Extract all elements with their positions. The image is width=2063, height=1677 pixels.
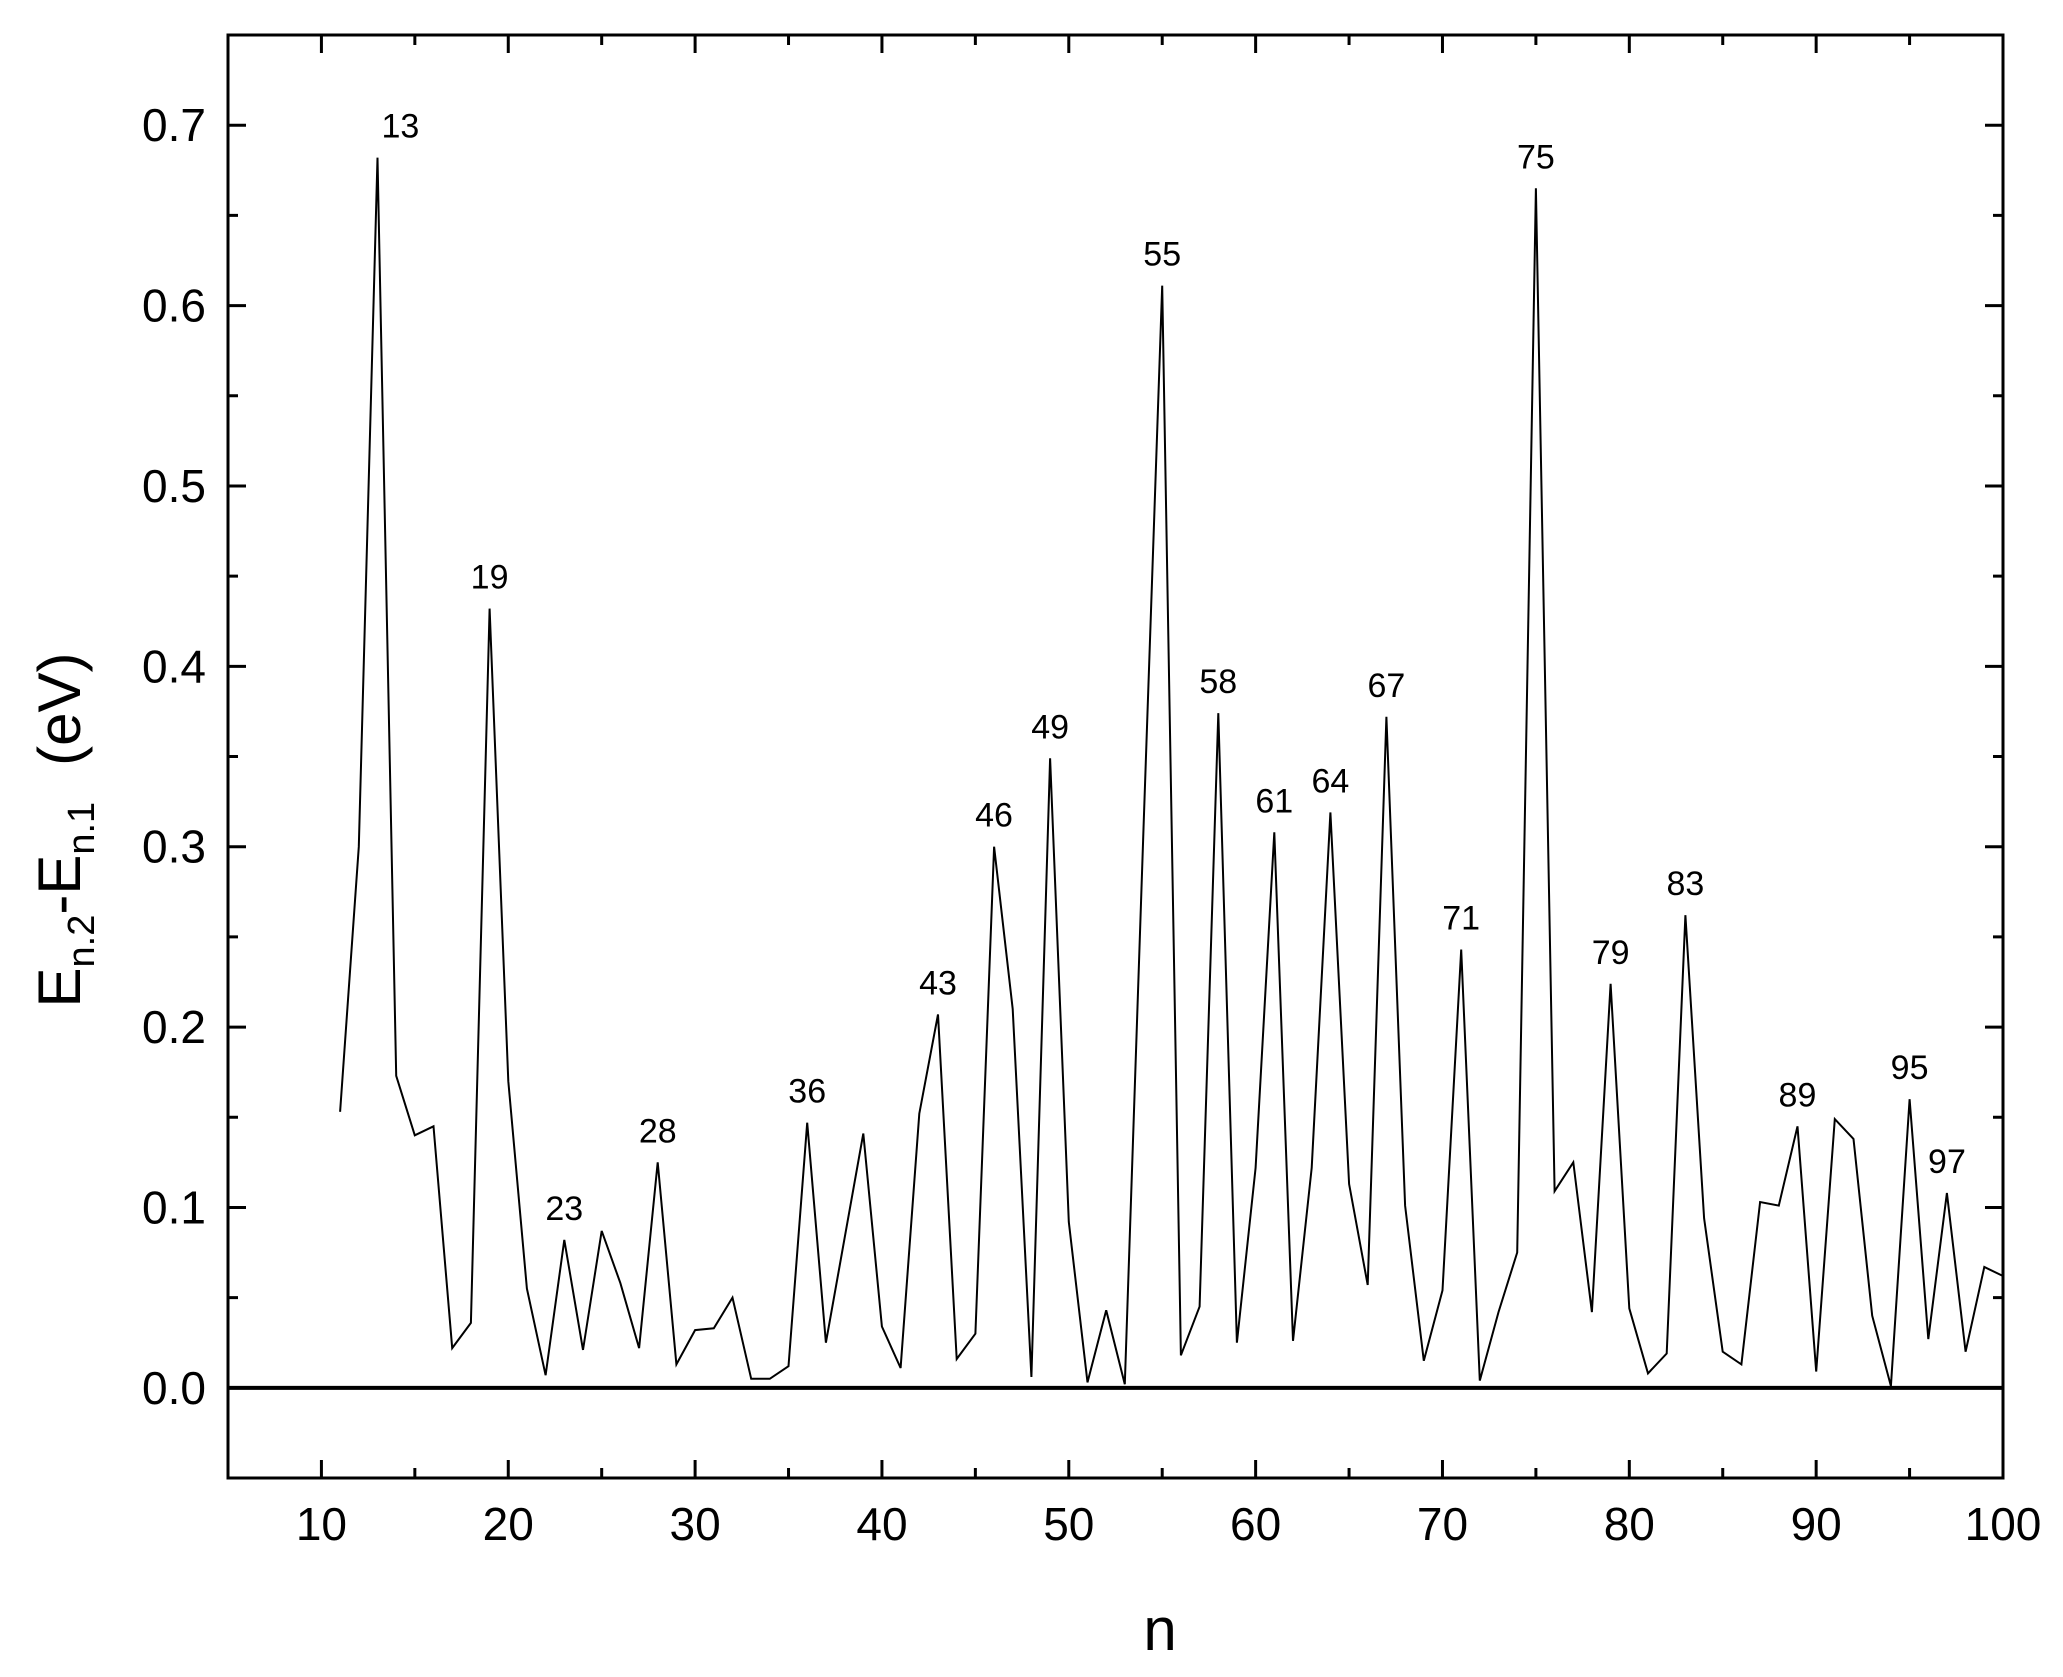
peak-label: 95: [1891, 1049, 1929, 1087]
x-tick-label: 50: [1043, 1498, 1094, 1550]
y-axis-title-sub2: n.1: [61, 802, 103, 855]
y-tick-label: 0.2: [142, 1001, 206, 1053]
y-tick-label: 0.4: [142, 640, 206, 692]
peak-label: 61: [1255, 782, 1293, 820]
y-axis-title-sub1: n.2: [61, 915, 103, 968]
peak-labels-group: 13 19 23 28 36 43 46 49 55 58 61 64 67 71 75 79 83 89 95 97: [381, 108, 1965, 1228]
peak-label: 71: [1442, 900, 1480, 938]
peak-label: 79: [1592, 934, 1630, 972]
y-axis-title-unit: (eV): [26, 652, 93, 765]
peak-label: 75: [1517, 138, 1555, 176]
peak-label: 46: [975, 797, 1013, 835]
plot-frame: [226, 33, 2005, 1480]
peak-label: 23: [545, 1190, 583, 1228]
x-tick-label: 30: [670, 1498, 721, 1550]
y-axis-title-dash: -E: [26, 855, 93, 915]
y-tick-label: 0.3: [142, 821, 206, 873]
x-tick-label: 100: [1965, 1498, 2042, 1550]
peak-label: 13: [381, 108, 419, 146]
peak-label: 49: [1031, 708, 1069, 746]
x-tick-label: 10: [296, 1498, 347, 1550]
peak-label: 43: [919, 964, 957, 1002]
y-tick-label: 0.5: [142, 460, 206, 512]
y-tick-label: 0.6: [142, 280, 206, 332]
y-axis-title-e1: E: [26, 967, 93, 1007]
peak-label: 19: [471, 559, 509, 597]
x-tick-label: 60: [1230, 1498, 1281, 1550]
x-tick-label: 20: [483, 1498, 534, 1550]
x-axis-title: n: [1143, 1596, 1176, 1663]
x-tick-label: 90: [1791, 1498, 1842, 1550]
y-tick-label: 0.1: [142, 1181, 206, 1233]
peak-label: 89: [1779, 1076, 1817, 1114]
peak-label: 28: [639, 1112, 677, 1150]
peak-label: 58: [1199, 663, 1237, 701]
peak-label: 55: [1143, 236, 1181, 274]
peak-label: 97: [1928, 1143, 1966, 1181]
peak-label: 83: [1666, 865, 1704, 903]
x-tick-label: 40: [856, 1498, 907, 1550]
data-series-line: [339, 157, 2004, 1387]
tick-labels-group: 10 20 30 40 50 60 70 80 90 100 0.0 0.1 0.2 0.3 0.4 0.5 0…: [142, 99, 2041, 1550]
y-tick-label: 0.7: [142, 99, 206, 151]
y-axis-title: En.2-En.1 (eV): [26, 652, 103, 1007]
y-tick-label: 0.0: [142, 1362, 206, 1414]
peak-label: 64: [1311, 762, 1349, 800]
x-tick-label: 80: [1604, 1498, 1655, 1550]
ticks-group: [226, 35, 2005, 1480]
x-tick-label: 70: [1417, 1498, 1468, 1550]
peak-label: 36: [788, 1073, 826, 1111]
peak-label: 67: [1368, 667, 1406, 705]
